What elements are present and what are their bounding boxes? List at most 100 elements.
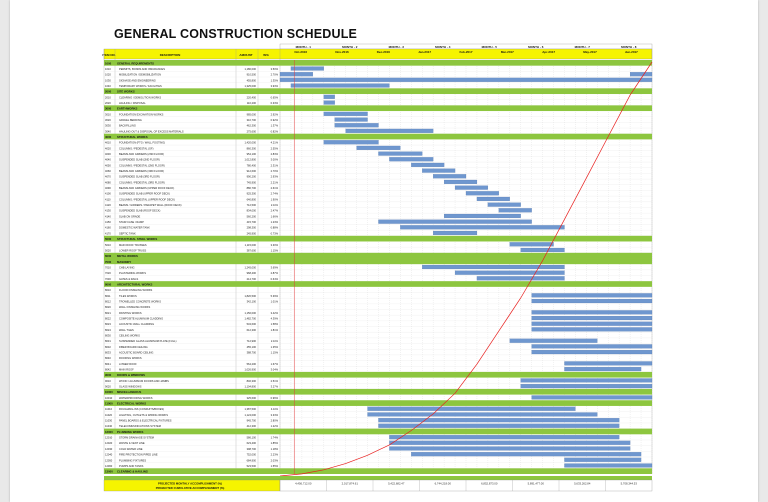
section-code: 1000 — [105, 61, 112, 65]
task-bar — [465, 191, 499, 196]
task-amount: 880,700 — [247, 186, 257, 190]
task-description: DOMESTIC WATER TANK — [119, 226, 150, 230]
task-bar — [454, 185, 488, 190]
task-weight: 3.33% — [271, 413, 279, 417]
task-weight: 0.33% — [271, 101, 279, 105]
task-code: 1040 — [105, 84, 111, 88]
task-amount: 925,300 — [247, 192, 257, 196]
month-label: MONTH - 2 — [342, 45, 358, 49]
task-weight: 0.96% — [271, 396, 279, 400]
task-code: 4140 — [105, 214, 111, 218]
task-description: WATERPROOFING WORKS — [119, 396, 153, 400]
task-bar — [444, 179, 478, 184]
task-weight: 2.93% — [271, 175, 279, 179]
section-title: CLEARING & HAULING — [117, 470, 148, 474]
task-bar — [279, 77, 653, 82]
task-weight: 2.70% — [271, 169, 279, 173]
section-row-band — [104, 281, 652, 287]
task-description: PLUMBING FIXTURES — [119, 458, 146, 462]
task-bar — [279, 72, 313, 77]
task-description: BEAMS / GIRDERS / PARAPET WALL (ROOF DEC… — [119, 203, 182, 207]
month-label: MONTH - 8 — [621, 45, 637, 49]
header-weight: W% — [263, 53, 269, 57]
task-code: 1020 — [105, 73, 111, 77]
task-amount: 586,100 — [247, 436, 257, 440]
task-bar — [334, 117, 368, 122]
task-code: 7030 — [105, 277, 111, 281]
task-code: 5020 — [105, 248, 111, 252]
task-amount: 712,900 — [247, 339, 257, 343]
task-amount: 712,500 — [247, 203, 257, 207]
task-description: HAULING-OUT & DISPOSAL OF EXCESS MATERIA… — [119, 129, 184, 133]
task-amount: 745,900 — [247, 180, 257, 184]
task-code: 4130 — [105, 209, 111, 213]
task-code: 11010 — [105, 407, 113, 411]
task-bar — [531, 293, 653, 298]
task-bar — [389, 157, 434, 162]
task-weight: 1.74% — [271, 436, 279, 440]
task-bar — [531, 395, 653, 400]
task-code: 4060 — [105, 169, 111, 173]
task-amount: 387,600 — [247, 248, 257, 252]
task-code: 4080 — [105, 180, 111, 184]
task-description: MAIN ROOF TRUSSES — [119, 243, 147, 247]
task-amount: 298,300 — [247, 226, 257, 230]
task-weight: 2.74% — [271, 192, 279, 196]
section-code: 10000 — [105, 390, 113, 394]
task-weight: 3.30% — [271, 243, 279, 247]
task-description: PANEL BOARDS & ELECTRICAL FIXTURES — [119, 419, 172, 423]
task-amount: 968,400 — [247, 271, 257, 275]
task-amount: 1,325,000 — [244, 84, 256, 88]
section-title: GENERAL REQUIREMENTS — [117, 61, 154, 65]
task-description: SUSPENDED SLAB (2ND FLOOR) — [119, 158, 160, 162]
task-code: 12050 — [105, 458, 113, 462]
task-code: 3020 — [105, 118, 111, 122]
task-amount: 1,104,800 — [244, 385, 256, 389]
task-code: 4150 — [105, 220, 111, 224]
task-code: 11030 — [105, 419, 113, 423]
task-bar — [433, 174, 467, 179]
section-code: 8000 — [105, 282, 112, 286]
task-bar — [531, 350, 653, 355]
task-amount: 945,700 — [247, 419, 257, 423]
task-amount: 415,700 — [247, 220, 257, 224]
task-bar — [509, 242, 554, 247]
task-code: 3030 — [105, 124, 111, 128]
task-bar — [378, 151, 423, 156]
task-weight: 2.31% — [271, 163, 279, 167]
task-description: SEPTIC TANK — [119, 231, 136, 235]
task-code: 8042 — [105, 368, 111, 372]
footer-monthly-value: 5,633,262.84 — [574, 482, 591, 486]
task-description: PUMPS AND TANKS — [119, 464, 144, 468]
task-description: FIBER BOARD CEILING — [119, 345, 148, 349]
period-label: Jun-2017 — [625, 50, 638, 54]
task-bar — [400, 225, 565, 230]
task-amount: 990,200 — [247, 175, 257, 179]
section-row-band — [104, 105, 652, 112]
task-weight: 2.87% — [271, 271, 279, 275]
task-code: 2010 — [105, 95, 111, 99]
task-code: 3010 — [105, 112, 111, 116]
task-bar — [389, 440, 631, 445]
task-weight: 0.65% — [271, 95, 279, 99]
task-code: 8011 — [105, 294, 111, 298]
period-label: May-2017 — [583, 50, 597, 54]
section-row-band — [104, 400, 652, 406]
footer-monthly-value: 2,017,874.61 — [342, 482, 359, 486]
period-label: Nov-2016 — [335, 50, 349, 54]
task-weight: 1.66% — [271, 214, 279, 218]
period-label: Jan-2017 — [418, 50, 431, 54]
task-bar — [323, 94, 335, 99]
task-weight: 1.37% — [271, 124, 279, 128]
task-amount: 684,900 — [247, 458, 257, 462]
task-code: 12040 — [105, 453, 113, 457]
task-description: COLUMNS / PEDESTAL (3RD FLOOR) — [119, 180, 165, 184]
task-description: SUSPENDED SLAB (UPPER ROOF DECK) — [119, 192, 170, 196]
task-bar — [356, 145, 401, 150]
task-code: 8012 — [105, 299, 111, 303]
task-weight: 4.11% — [271, 407, 279, 411]
task-amount: 910,500 — [247, 73, 257, 77]
section-code: 11000 — [105, 402, 113, 406]
task-bar — [290, 83, 390, 88]
